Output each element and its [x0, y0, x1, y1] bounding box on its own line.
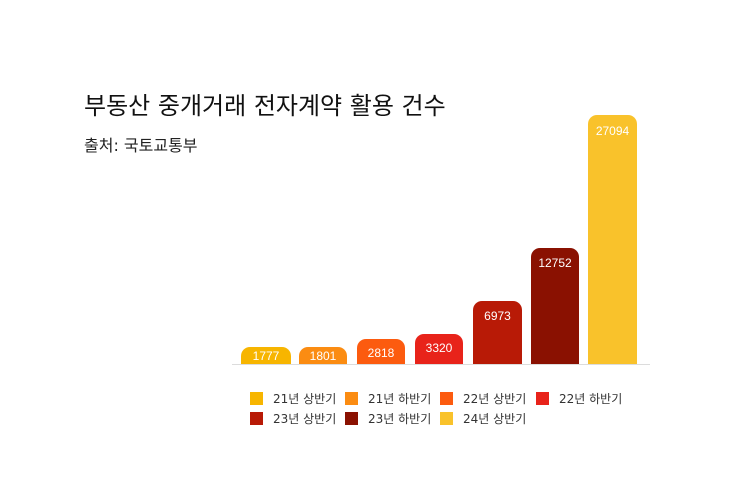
legend-label: 23년 하반기	[368, 411, 432, 426]
legend-swatch	[345, 391, 358, 405]
bar-value: 1801	[309, 349, 337, 363]
legend-label: 22년 상반기	[463, 391, 527, 406]
legend-item: 21년 상반기	[250, 390, 336, 406]
bar-value: 3320	[425, 341, 453, 355]
bar-value: 27094	[595, 124, 630, 138]
legend-swatch	[440, 411, 453, 425]
legend-item: 24년 상반기	[440, 410, 526, 426]
bar-21h2: 1801	[299, 347, 347, 364]
legend-item: 23년 상반기	[250, 410, 336, 426]
bar-value: 2818	[367, 346, 395, 360]
bar-value: 12752	[538, 256, 572, 270]
bar-value: 6973	[484, 309, 511, 323]
legend-label: 21년 하반기	[368, 391, 432, 406]
legend-label: 22년 하반기	[559, 391, 623, 406]
bar-value: 1777	[252, 349, 280, 363]
legend-swatch	[250, 391, 263, 405]
bar-23h1: 6973	[473, 301, 522, 364]
legend-item: 22년 하반기	[536, 390, 622, 406]
legend-label: 21년 상반기	[273, 391, 337, 406]
bar-24h1: 27094	[588, 115, 637, 364]
legend-label: 24년 상반기	[463, 411, 527, 426]
legend-swatch	[440, 391, 453, 405]
x-axis-line	[232, 364, 650, 365]
legend-label: 23년 상반기	[273, 411, 337, 426]
chart-title: 부동산 중개거래 전자계약 활용 건수	[84, 92, 446, 120]
legend-swatch	[536, 391, 549, 405]
bar-21h1: 1777	[241, 347, 291, 364]
bar-22h1: 2818	[357, 339, 405, 364]
legend-swatch	[250, 411, 263, 425]
legend-item: 21년 하반기	[345, 390, 431, 406]
chart-source: 출처: 국토교통부	[84, 136, 198, 155]
legend-item: 22년 상반기	[440, 390, 526, 406]
legend-swatch	[345, 411, 358, 425]
bar-23h2: 12752	[531, 248, 579, 364]
legend-item: 23년 하반기	[345, 410, 431, 426]
bar-22h2: 3320	[415, 334, 463, 364]
